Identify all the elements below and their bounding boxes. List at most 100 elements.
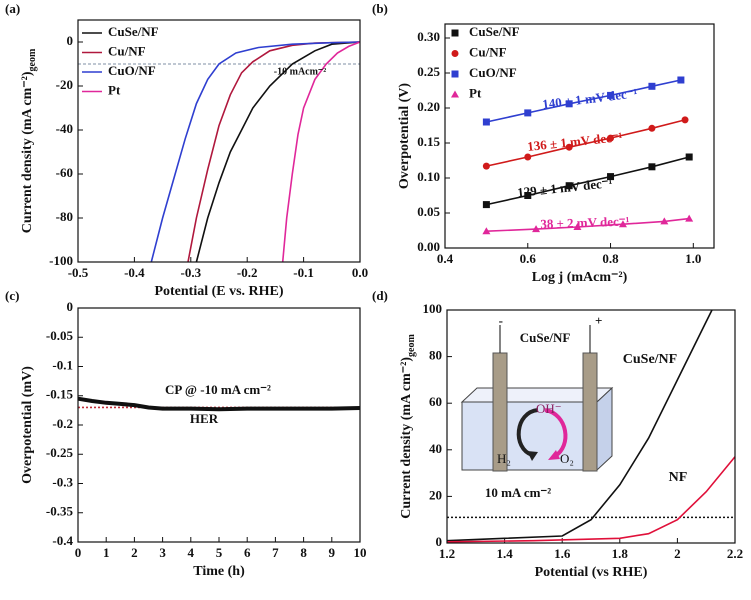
point [482, 162, 490, 170]
point [451, 50, 459, 57]
plot-frame [77, 307, 361, 543]
x-tick-label: -0.3 [181, 265, 202, 280]
point [565, 100, 573, 108]
line-label: CuSe/NF [623, 352, 677, 367]
plot-frame [77, 19, 361, 263]
inset-label: + [595, 313, 602, 328]
y-axis-title-sub: geom [27, 48, 38, 71]
y-tick-label: -0.4 [52, 533, 73, 548]
x-tick-label: 5 [216, 545, 223, 560]
point [648, 124, 656, 132]
y-tick-label: -0.35 [46, 504, 74, 519]
y-tick-label: 0.30 [417, 29, 440, 44]
legend-label: Cu/NF [469, 44, 507, 59]
y-tick-label: 0 [67, 299, 74, 314]
x-tick-label: 10 [354, 545, 367, 560]
panel: (d) 1.2 1.4 1.6 1.8 2 2.2 0 20 40 60 80 100 Potential… [372, 288, 743, 580]
inset-label: H₂ [497, 451, 511, 466]
y-tick-label: 0.20 [417, 99, 440, 114]
point [482, 118, 490, 126]
series-line [446, 309, 713, 542]
cell-side [596, 386, 613, 472]
y-axis-title: Overpotential (V) [397, 83, 412, 189]
y-tick-label: 100 [423, 301, 443, 316]
point [532, 225, 541, 233]
panel: (b) 0.4 0.6 0.8 1.0 0.00 0.05 0.10 0.15 0.20 0.25 0… [372, 1, 715, 285]
y-tick-label: -0.25 [46, 445, 74, 460]
point [524, 109, 532, 117]
x-tick-label: 6 [244, 545, 251, 560]
y-tick-label: -20 [56, 77, 73, 92]
x-tick-label: 3 [159, 545, 166, 560]
point [681, 116, 689, 124]
x-tick-label: 1 [103, 545, 110, 560]
annotation: 136 ± 1 mV dec⁻¹ [526, 129, 623, 154]
x-tick-label: 2.2 [727, 546, 743, 561]
point [524, 153, 532, 161]
x-tick-label: 0 [75, 545, 82, 560]
x-axis-title: Log j (mAcm⁻²) [532, 270, 628, 285]
point [618, 220, 627, 228]
x-axis-title: Potential (E vs. RHE) [154, 284, 283, 299]
x-tick-label: 0.6 [520, 251, 537, 266]
y-axis-title: Current density (mA cm⁻²)geom [399, 334, 417, 519]
inset-diagram: - + CuSe/NF OH⁻ H₂ O₂ [460, 313, 614, 472]
y-tick-label: -100 [49, 253, 73, 268]
point [660, 217, 669, 225]
point [451, 29, 459, 37]
series-line [486, 119, 686, 167]
x-tick-label: 1.8 [612, 546, 629, 561]
point [685, 153, 693, 161]
y-tick-label: 0.10 [417, 169, 440, 184]
y-tick-label: -40 [56, 121, 73, 136]
y-tick-label: 20 [429, 487, 442, 502]
x-axis-title: Time (h) [193, 564, 245, 579]
point [607, 173, 615, 181]
y-axis-title: Current density (mA cm⁻²)geom [20, 48, 38, 233]
annotation: 10 mA cm⁻² [485, 485, 551, 500]
x-tick-label: 7 [272, 545, 279, 560]
arrow-h2 [516, 408, 539, 457]
point [685, 214, 694, 222]
legend-label: CuO/NF [108, 63, 156, 78]
panel: (c) 0 1 2 3 4 5 6 7 8 9 10 0 -0.05 -0.1 -0.15 -0.2 -0.25 -… [5, 288, 367, 579]
point [648, 163, 656, 171]
x-tick-label: 0.8 [602, 251, 619, 266]
series-line [486, 156, 690, 206]
y-tick-label: -80 [56, 209, 73, 224]
annotation: 38 ± 2 mV dec⁻¹ [540, 213, 630, 231]
y-tick-label: 60 [429, 394, 442, 409]
point [573, 223, 582, 230]
series-line [77, 396, 361, 412]
arrow-o2 [544, 408, 568, 458]
series-line [486, 79, 682, 123]
panel: (a) -0.5 -0.4 -0.3 -0.2 -0.1 0.0 0 -20 -40 -60 -80 -… [5, 1, 368, 299]
y-tick-label: -0.3 [52, 474, 73, 489]
y-axis-title-text: Overpotential (V) [397, 83, 412, 189]
electrode-right [582, 352, 598, 472]
x-tick-label: 0.0 [352, 265, 368, 280]
x-tick-label: 1.2 [439, 546, 455, 561]
point [565, 143, 573, 151]
arrowhead [527, 451, 538, 461]
y-axis-title-text: Overpotential (mV) [20, 366, 35, 484]
x-tick-label: -0.2 [237, 265, 258, 280]
annotation: HER [190, 411, 219, 426]
x-tick-label: 0.4 [437, 251, 454, 266]
annotation: 140 ± 1 mV dec⁻¹ [541, 85, 638, 112]
point [565, 182, 573, 190]
series-line [486, 217, 690, 232]
y-tick-label: 0 [67, 33, 74, 48]
panel-label: (a) [5, 1, 20, 16]
x-tick-label: 9 [329, 545, 336, 560]
x-tick-label: 2 [674, 546, 681, 561]
panel-label: (d) [372, 288, 388, 303]
point [607, 134, 615, 142]
annotation: CP @ -10 mA cm⁻² [165, 382, 271, 397]
annotation: -10 mAcm⁻² [274, 66, 326, 77]
arrowhead [548, 450, 560, 460]
x-tick-label: 4 [188, 545, 195, 560]
x-tick-label: -0.5 [68, 265, 89, 280]
y-tick-label: 0.25 [417, 64, 440, 79]
